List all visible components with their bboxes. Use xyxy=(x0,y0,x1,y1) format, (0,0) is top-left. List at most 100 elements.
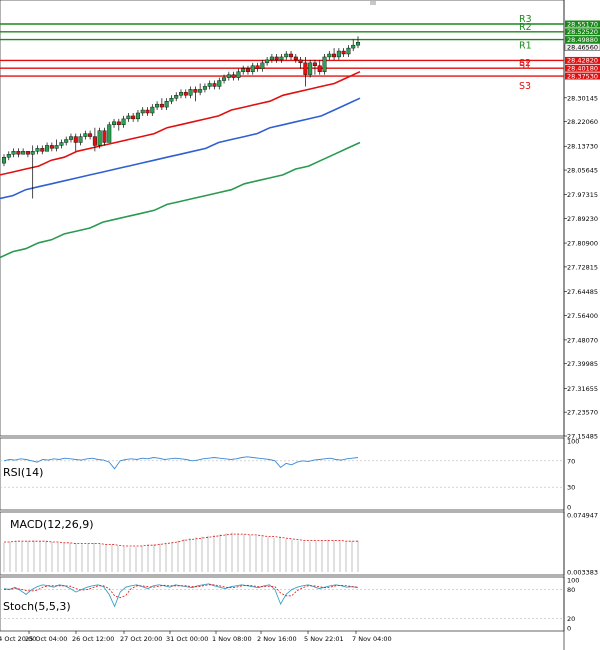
candle-body xyxy=(35,148,40,152)
level-label-r2: R2 xyxy=(519,22,532,33)
macd-tick-label: 0.074947 xyxy=(567,512,598,520)
current-price-tag-bg xyxy=(564,43,600,51)
level-label-s1: S1 xyxy=(519,60,531,71)
candle xyxy=(183,89,188,99)
candle xyxy=(236,68,241,81)
candle xyxy=(159,98,164,111)
candle-body xyxy=(327,53,332,58)
price-tick-label: 27.15485 xyxy=(567,433,598,441)
candle xyxy=(193,86,198,102)
candle-body xyxy=(298,59,303,64)
level-label-s2: S2 xyxy=(519,58,531,69)
time-tick-label: 5 Nov 22:01 xyxy=(304,635,344,643)
candle-body xyxy=(64,139,69,143)
price-tick-label: 28.05645 xyxy=(567,167,598,175)
candle xyxy=(346,45,351,57)
candle-body xyxy=(193,89,198,93)
candle-body xyxy=(107,124,112,143)
price-tick-label: 27.72815 xyxy=(567,263,598,271)
candle-body xyxy=(78,136,83,143)
candle-body xyxy=(83,133,88,137)
candle xyxy=(68,133,73,143)
candle-body xyxy=(317,65,322,72)
candle-body xyxy=(308,62,313,75)
candle-body xyxy=(140,109,145,114)
rsi-tick-label: 70 xyxy=(567,457,575,465)
candle-body xyxy=(226,74,231,78)
candle-body xyxy=(6,154,11,158)
candlesticks xyxy=(2,36,361,199)
moving-averages xyxy=(0,70,361,259)
candle-body xyxy=(217,80,222,87)
candle-body xyxy=(207,83,212,87)
candle xyxy=(312,59,317,75)
candle-body xyxy=(73,136,78,143)
candle xyxy=(322,53,327,75)
candle xyxy=(226,71,231,81)
macd-signal-line xyxy=(4,533,358,547)
candle xyxy=(207,80,212,90)
scroll-marker-icon[interactable] xyxy=(370,1,376,5)
level-label-r1: R1 xyxy=(519,41,532,52)
candle xyxy=(6,151,11,161)
candle-body xyxy=(260,62,265,69)
price-tick-label: 27.56400 xyxy=(567,312,598,320)
candle xyxy=(356,36,361,49)
candle xyxy=(265,56,270,66)
candle-body xyxy=(279,56,284,61)
candle-body xyxy=(21,151,26,155)
candle xyxy=(121,115,126,128)
level-price-tag: 28.42820 xyxy=(567,57,598,65)
price-tick-label: 28.30145 xyxy=(567,94,598,102)
ma-line-1 xyxy=(0,70,361,176)
level-price-tag: 28.49880 xyxy=(567,36,598,44)
candle xyxy=(116,118,121,131)
candle-body xyxy=(236,71,241,78)
time-tick-label: 7 Nov 04:00 xyxy=(352,635,392,643)
candle xyxy=(222,74,227,84)
candle-body xyxy=(121,118,126,125)
candle xyxy=(135,110,140,122)
candle-body xyxy=(303,62,308,75)
candle xyxy=(97,127,102,149)
candle-body xyxy=(289,53,294,58)
candle xyxy=(107,121,112,143)
price-axis: 28.30145 28.22060 28.13730 28.05645 27.97315… xyxy=(564,94,598,441)
candle xyxy=(274,53,279,63)
price-tick-label: 27.97315 xyxy=(567,191,598,199)
level-price-tag-bg xyxy=(565,28,600,36)
candle xyxy=(73,133,78,152)
candle xyxy=(217,77,222,90)
candle-body xyxy=(116,121,121,125)
candle-body xyxy=(11,151,16,155)
time-tick-label: 25 Oct 04:00 xyxy=(25,635,67,643)
rsi-indicator: 100 70 30 0 xyxy=(0,438,579,512)
candle-body xyxy=(188,89,193,96)
candle-body xyxy=(25,151,30,155)
stoch-tick-label: 100 xyxy=(567,577,579,585)
time-tick-label: 24 Oct 20:00 xyxy=(0,635,36,643)
candle xyxy=(188,86,193,99)
candle-body xyxy=(164,100,169,108)
candle-body xyxy=(155,103,160,108)
candle xyxy=(40,145,45,155)
time-tick-label: 26 Oct 12:00 xyxy=(72,635,114,643)
rsi-title: RSI(14) xyxy=(3,466,43,479)
time-tick-label: 31 Oct 00:00 xyxy=(166,635,208,643)
candle-body xyxy=(112,121,117,125)
candle xyxy=(88,130,93,140)
candle-body xyxy=(40,148,45,152)
candle-body xyxy=(30,151,35,155)
candle-body xyxy=(126,115,131,120)
time-tick-label: 2 Nov 16:00 xyxy=(257,635,297,643)
level-price-tag: 28.55170 xyxy=(567,20,598,28)
level-label-s3: S3 xyxy=(519,81,531,92)
candle-body xyxy=(222,77,227,81)
level-price-tag-bg xyxy=(565,36,600,44)
level-price-tag-bg xyxy=(565,64,600,72)
candle-body xyxy=(212,83,217,87)
stoch-panel-frame xyxy=(0,576,565,632)
candle-body xyxy=(351,44,356,49)
candle xyxy=(341,48,346,57)
